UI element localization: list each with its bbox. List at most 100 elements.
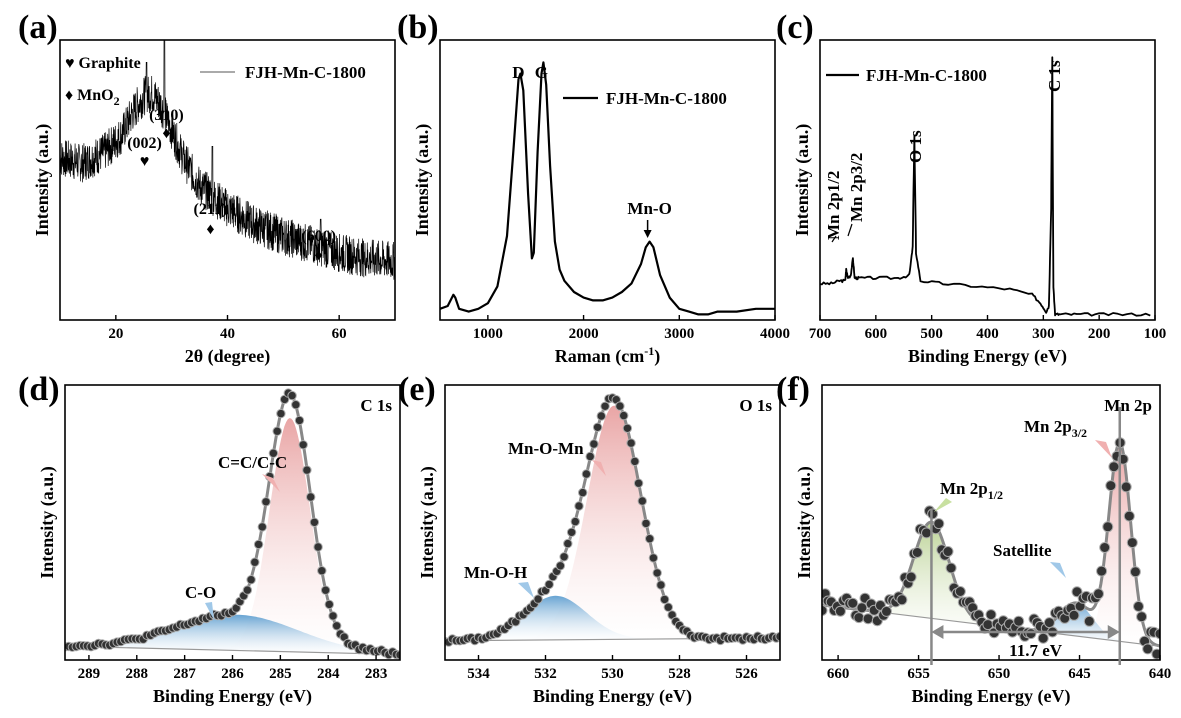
data-point [942, 546, 954, 557]
y-axis-title-c: Intensity (a.u.) [792, 124, 813, 237]
data-point [600, 401, 610, 411]
data-point [1142, 643, 1154, 655]
data-point [246, 575, 256, 585]
data-point [1120, 481, 1132, 493]
fit-area-mn-o-mn [445, 405, 780, 641]
axes-frame-b [439, 39, 776, 321]
arrow-co [205, 602, 214, 620]
data-point [626, 438, 636, 448]
panel-label-d: (d) [18, 371, 60, 408]
arrow-satellite [1050, 562, 1066, 578]
x-tick-label: 284 [317, 666, 340, 682]
graphite-key: ♥ Graphite [65, 55, 141, 72]
data-point [822, 605, 828, 616]
data-point [1025, 628, 1037, 640]
peak-label: (211) [194, 201, 228, 218]
data-point [276, 408, 286, 419]
peak-label-mn2p32: Mn 2p3/2 [847, 153, 866, 222]
peak-label-c1s: C 1s [1045, 60, 1064, 92]
x-tick-label: 283 [365, 666, 388, 682]
data-point [1105, 480, 1117, 492]
data-point [261, 497, 271, 507]
arrow-mn2p12 [934, 498, 952, 512]
x-ticks-a: 20 40 60 [108, 315, 347, 342]
data-point [544, 579, 554, 590]
fit-area-c-o [65, 614, 400, 655]
xrd-series-line [60, 40, 395, 280]
mno2-key: ♦ MnO2 [65, 87, 120, 108]
x-tick-label: 534 [467, 666, 490, 682]
core-level-label: C 1s [360, 396, 392, 415]
data-point [896, 594, 908, 606]
y-axis-title-b: Intensity (a.u.) [412, 124, 433, 237]
x-axis-title-b: Raman (cm-1) [555, 344, 660, 367]
x-tick-label: 526 [735, 666, 758, 682]
data-point [847, 597, 859, 609]
data-point [320, 585, 331, 595]
x-tick-label: 286 [221, 666, 244, 682]
x-tick-label: 640 [1149, 666, 1172, 682]
arrow-head-mno [643, 230, 652, 238]
x-tick-label: 100 [1144, 326, 1167, 342]
label-mnoh: Mn-O-H [464, 563, 527, 582]
data-point [566, 527, 577, 537]
arrow-cc [262, 474, 280, 492]
label-mn2p32: Mn 2p3/2 [1024, 417, 1087, 440]
x-axis-title-d: Binding Energy (eV) [153, 686, 312, 707]
data-point [1154, 628, 1160, 640]
data-point [1083, 615, 1095, 627]
data-point [645, 534, 655, 544]
panel-label-e: (e) [398, 371, 436, 408]
peak-label-mno: Mn-O [627, 199, 671, 218]
raw-data-points [822, 437, 1160, 660]
panel-label-c: (c) [776, 9, 814, 46]
split-arrow-head-left [931, 625, 944, 639]
plot-area-e [445, 393, 780, 647]
x-tick-label: 650 [988, 666, 1011, 682]
x-tick-label: 500 [920, 326, 943, 342]
data-point [881, 605, 892, 617]
plot-area-d [65, 388, 400, 660]
data-point [663, 602, 673, 612]
x-tick-label: 40 [220, 326, 235, 342]
data-point [1068, 609, 1080, 621]
arrow-mn2p12 [831, 235, 837, 243]
data-point [533, 594, 543, 604]
data-point [1136, 611, 1148, 623]
data-point [1123, 510, 1135, 522]
peak-label-g: G [535, 63, 548, 82]
x-tick-label: 289 [78, 666, 101, 682]
panel-f: (f) 660 655 650 645 640 Binding Energy (eV) Int… [776, 371, 1171, 707]
x-tick-label: 4000 [760, 326, 790, 342]
data-point [1133, 600, 1144, 612]
data-point [268, 448, 279, 458]
data-point [559, 552, 569, 562]
x-tick-label: 20 [108, 326, 123, 342]
panel-label-f: (f) [776, 371, 810, 408]
data-point [834, 605, 846, 617]
data-point [328, 611, 338, 621]
data-point [985, 609, 997, 621]
data-point [1043, 617, 1055, 629]
peak-marker: ♥ [140, 153, 150, 170]
x-ticks-f: 660 655 650 645 640 [827, 655, 1171, 682]
data-point [287, 390, 297, 401]
y-axis-title-e: Intensity (a.u.) [417, 466, 438, 579]
peak-label: (002) [127, 135, 162, 152]
peak-label-d: D [512, 63, 524, 82]
data-point [656, 580, 666, 590]
data-point [589, 439, 599, 449]
label-splitting: 11.7 eV [1009, 641, 1063, 660]
data-point [856, 602, 868, 614]
data-point [637, 496, 647, 506]
data-point [242, 585, 253, 595]
x-tick-label: 288 [126, 666, 149, 682]
data-point [615, 401, 625, 411]
x-ticks-e: 534 532 530 528 526 [467, 655, 758, 682]
data-point [294, 415, 305, 426]
fit-area-c-c-c-c [65, 418, 400, 655]
data-point [905, 571, 917, 583]
x-tick-label: 1000 [473, 326, 503, 342]
fit-baseline [65, 645, 400, 656]
